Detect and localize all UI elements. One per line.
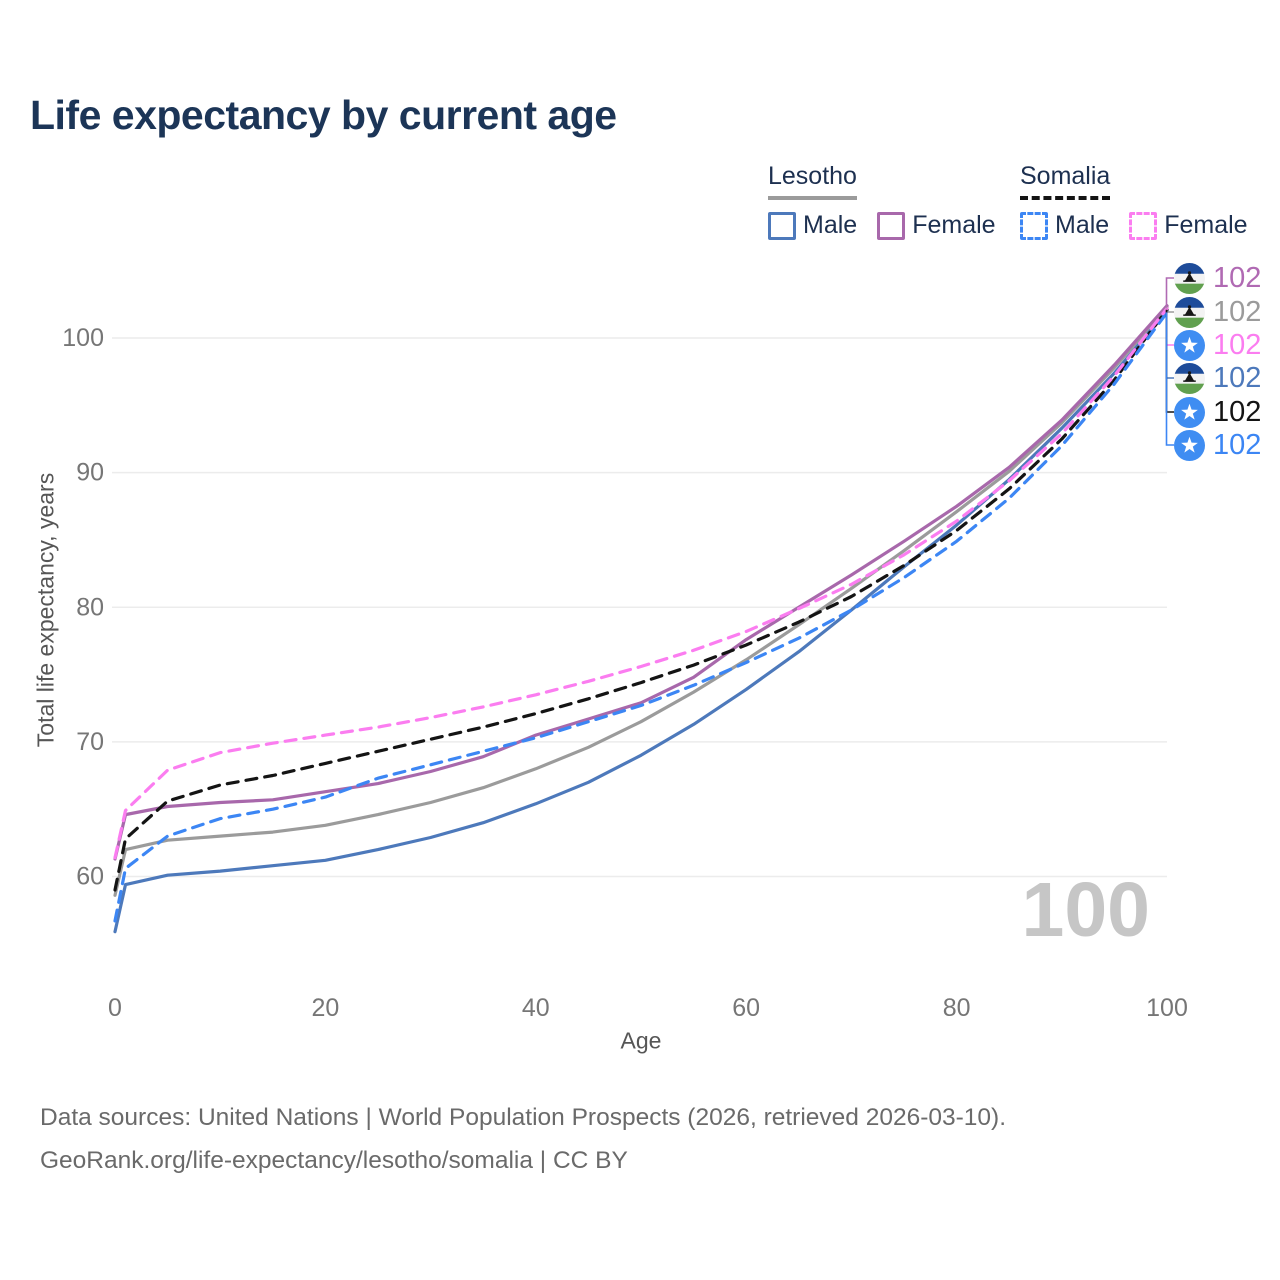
series-line-lesotho-both	[113, 305, 1169, 897]
lesotho-flag-icon	[1174, 296, 1205, 328]
footer: Data sources: United Nations | World Pop…	[40, 1104, 1006, 1190]
somalia-flag-icon	[1174, 396, 1205, 428]
lesotho-female-swatch	[877, 211, 906, 240]
legend-country-lesotho[interactable]: Lesotho	[768, 162, 857, 200]
y-tick-label: 90	[76, 459, 104, 487]
x-tick-label: 20	[311, 994, 339, 1022]
somalia-male-swatch	[1020, 211, 1048, 240]
end-value-label: 102	[1213, 429, 1262, 461]
x-tick-label: 100	[1146, 994, 1188, 1022]
x-tick-label: 60	[732, 994, 760, 1022]
end-label-row-somalia-female: 102	[1174, 329, 1261, 361]
series-line-lesotho-female	[113, 304, 1169, 861]
chart-title: Life expectancy by current age	[30, 92, 617, 138]
end-value-label: 102	[1213, 329, 1262, 361]
x-tick-label: 40	[522, 994, 550, 1022]
somalia-flag-icon	[1174, 429, 1205, 461]
end-value-label: 102	[1213, 296, 1262, 328]
end-label-row-lesotho-both: 102	[1174, 296, 1261, 328]
legend-item-lesotho-female[interactable]: Female	[877, 211, 996, 240]
y-tick-label: 60	[76, 863, 104, 891]
legend-label: Female	[1164, 211, 1248, 239]
age-watermark: 100	[1021, 867, 1150, 953]
x-axis-title: Age	[620, 1027, 662, 1054]
footer-attribution: GeoRank.org/life-expectancy/lesotho/soma…	[40, 1147, 628, 1174]
leader-line	[1165, 309, 1174, 413]
legend-label: Male	[803, 211, 858, 239]
end-label-row-somalia-both: 102	[1174, 396, 1261, 428]
somalia-flag-icon	[1174, 329, 1205, 361]
series-line-somalia-male	[113, 310, 1169, 923]
series-line-somalia-female	[113, 306, 1169, 860]
somalia-female-swatch	[1129, 211, 1158, 240]
series-line-somalia-both	[113, 308, 1169, 892]
y-tick-label: 70	[76, 728, 104, 756]
lesotho-flag-icon	[1174, 262, 1205, 294]
end-label-row-lesotho-female: 102	[1174, 262, 1261, 294]
end-value-label: 102	[1213, 396, 1262, 428]
legend-item-somalia-male[interactable]: Male	[1020, 211, 1109, 240]
leader-line	[1165, 308, 1174, 346]
y-axis-title: Total life expectancy, years	[32, 472, 59, 748]
legend-label: Female	[912, 211, 996, 239]
legend-label: Male	[1055, 211, 1110, 239]
end-label-row-lesotho-male: 102	[1174, 362, 1261, 394]
leader-line	[1165, 277, 1174, 306]
x-tick-label: 80	[943, 994, 971, 1022]
legend-item-lesotho-male[interactable]: Male	[768, 211, 857, 240]
series-line-lesotho-male	[113, 309, 1169, 934]
legend-country-somalia[interactable]: Somalia	[1020, 162, 1111, 200]
leader-line	[1165, 312, 1174, 446]
lesotho-male-swatch	[768, 211, 796, 240]
footer-sources: Data sources: United Nations | World Pop…	[40, 1104, 1007, 1131]
end-label-row-somalia-male: 102	[1174, 429, 1261, 461]
y-tick-label: 100	[62, 324, 104, 352]
legend-group-somalia: Somalia Male Female	[1020, 162, 1248, 240]
end-value-label: 102	[1213, 362, 1262, 394]
legend-group-lesotho: Lesotho Male Female	[768, 162, 996, 240]
end-value-label: 102	[1213, 262, 1262, 294]
lesotho-flag-icon	[1174, 362, 1205, 394]
y-tick-label: 80	[76, 593, 104, 621]
x-tick-label: 0	[108, 994, 122, 1022]
legend-item-somalia-female[interactable]: Female	[1129, 211, 1248, 240]
